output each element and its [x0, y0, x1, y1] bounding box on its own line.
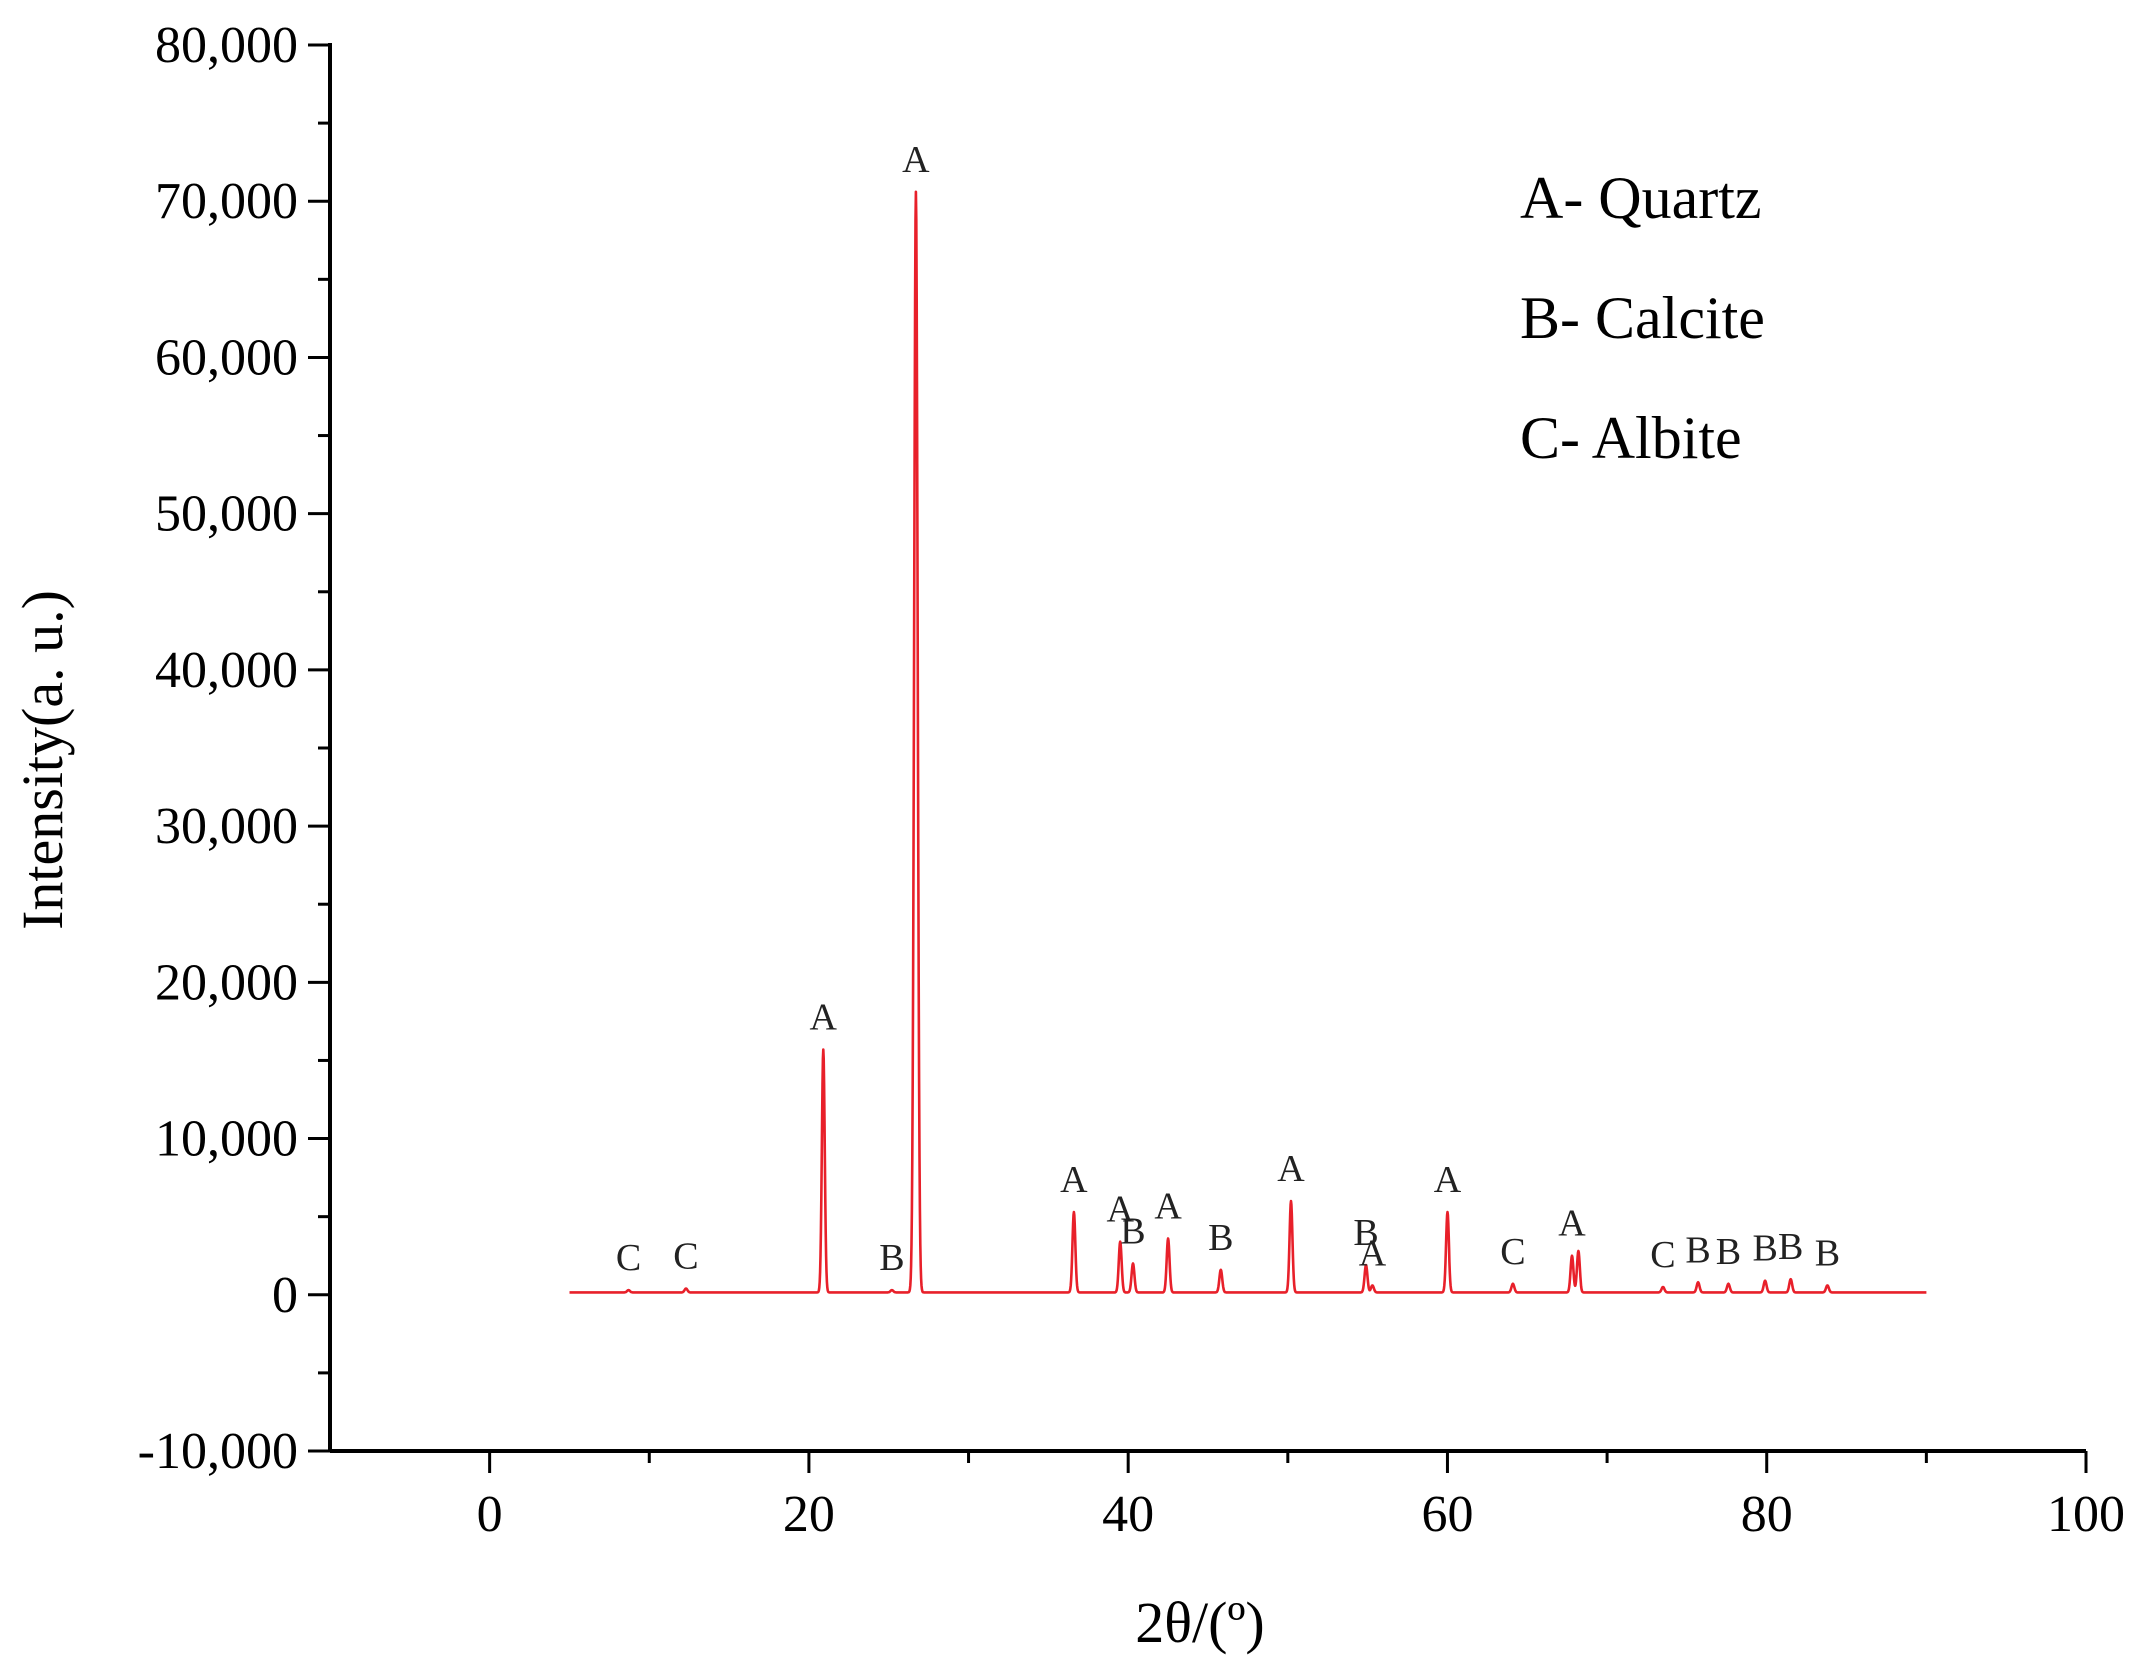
y-tick-label: 10,000: [155, 1111, 298, 1168]
peak-label: A: [1154, 1186, 1182, 1228]
y-tick-label: 40,000: [155, 642, 298, 699]
peak-label: B: [1120, 1211, 1145, 1253]
legend-entry: C- Albite: [1520, 405, 1742, 471]
peak-label: A: [1060, 1159, 1088, 1201]
x-tick-label: 20: [783, 1486, 835, 1543]
peak-label: B: [1685, 1229, 1710, 1271]
y-tick-label: -10,000: [138, 1423, 298, 1480]
peak-label: C: [1500, 1231, 1525, 1273]
x-axis-title: 2θ/(º): [1135, 1590, 1265, 1655]
peak-label: A: [1434, 1159, 1462, 1201]
y-tick-label: 30,000: [155, 798, 298, 855]
peak-label: C: [1650, 1234, 1675, 1276]
peak-label: A: [1558, 1203, 1586, 1245]
peak-label: B: [1752, 1228, 1777, 1270]
y-tick-label: 50,000: [155, 486, 298, 543]
axis-tick-labels: -10,000 0 10,000 20,000 30,000 40,000 50,000 60…: [138, 17, 2125, 1543]
x-tick-label: 80: [1741, 1486, 1793, 1543]
peak-label: A: [1106, 1189, 1134, 1231]
peak-label: B: [1815, 1232, 1840, 1274]
y-tick-label: 0: [272, 1267, 298, 1324]
peak-label: B: [1778, 1226, 1803, 1268]
x-tick-label: 60: [1421, 1486, 1473, 1543]
legend-entry: B- Calcite: [1520, 285, 1765, 351]
axis-ticks: [308, 43, 2088, 1473]
x-tick-label: 40: [1102, 1486, 1154, 1543]
y-tick-label: 60,000: [155, 329, 298, 386]
peak-label: B: [1716, 1231, 1741, 1273]
x-tick-label: 0: [477, 1486, 503, 1543]
peak-label: C: [673, 1236, 698, 1278]
legend: A- Quartz B- Calcite C- Albite: [1520, 165, 1765, 471]
peak-label: A: [1277, 1148, 1305, 1190]
series-line: [568, 190, 1928, 1294]
peak-label: A: [902, 139, 930, 181]
peak-label: A: [810, 997, 838, 1039]
peak-label: B: [1353, 1212, 1378, 1254]
peak-label: C: [616, 1237, 641, 1279]
peak-label: A: [1359, 1232, 1387, 1274]
y-tick-label: 80,000: [155, 17, 298, 74]
x-tick-label: 100: [2047, 1486, 2125, 1543]
peak-label: B: [879, 1237, 904, 1279]
y-axis-title: Intensity(a. u.): [10, 590, 75, 930]
legend-entry: A- Quartz: [1520, 165, 1762, 231]
peak-label: B: [1208, 1217, 1233, 1259]
y-tick-label: 20,000: [155, 954, 298, 1011]
y-tick-label: 70,000: [155, 173, 298, 230]
